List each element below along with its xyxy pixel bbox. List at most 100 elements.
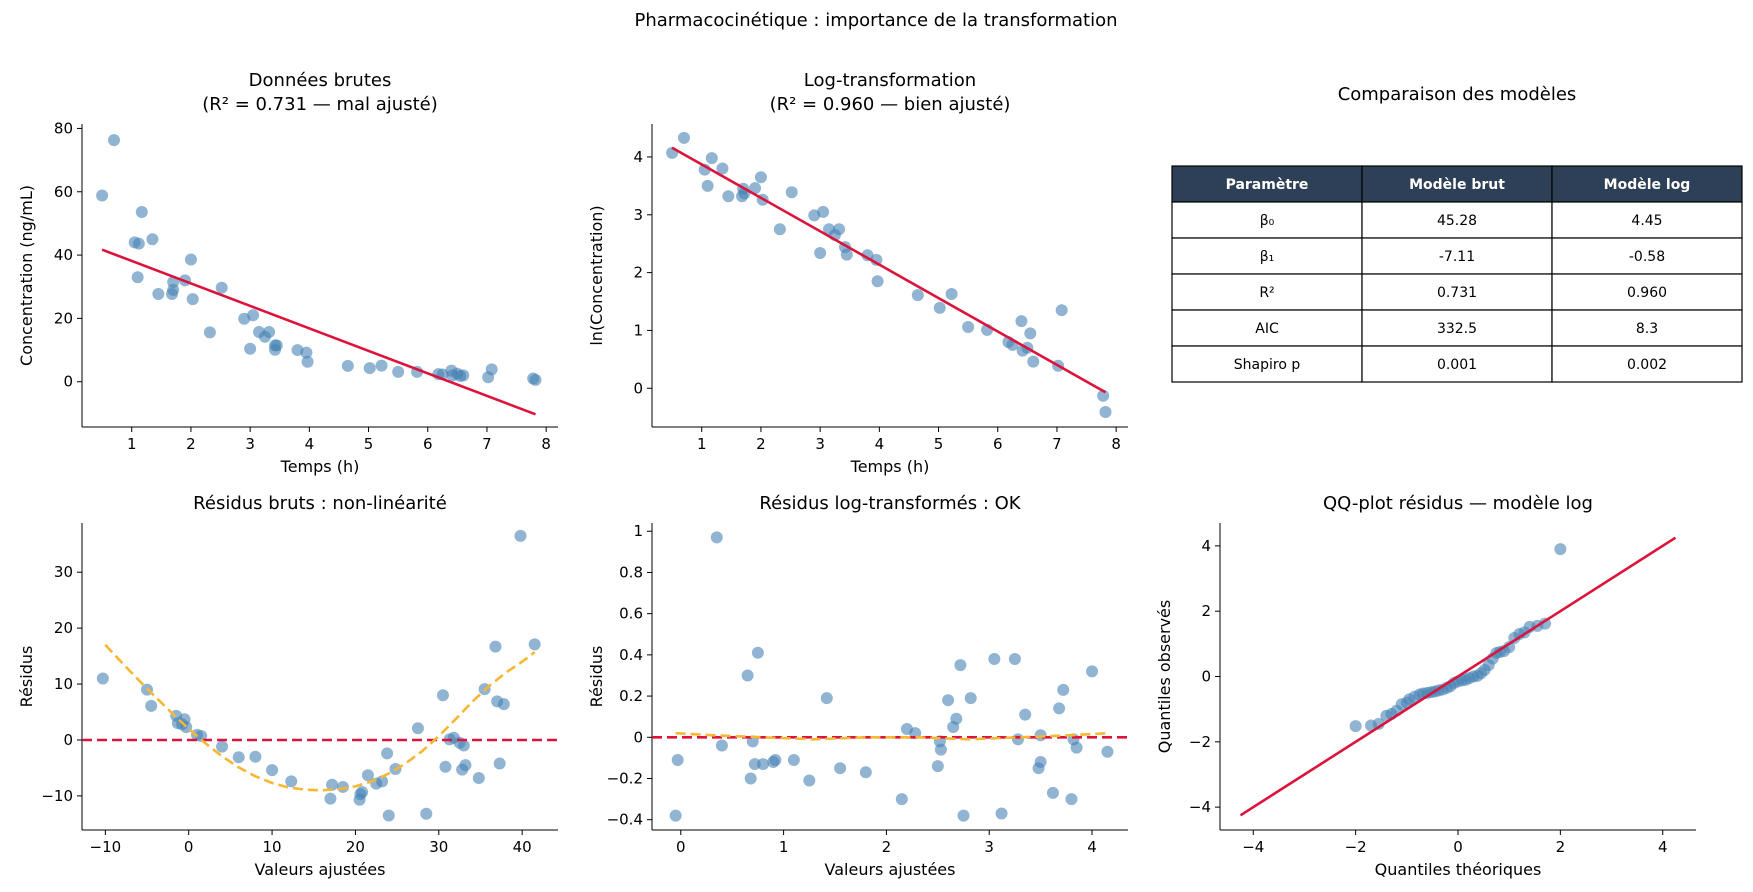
data-point-resid_log bbox=[950, 712, 963, 725]
x-tick-label-resid_raw: 20 bbox=[346, 838, 365, 856]
data-point-resid_log bbox=[1070, 741, 1083, 754]
data-point-resid_log bbox=[1019, 708, 1032, 721]
data-point-resid_raw bbox=[232, 751, 245, 764]
data-point-qq bbox=[1349, 720, 1362, 733]
x-tick-label-raw: 8 bbox=[541, 435, 551, 453]
x-tick-label-resid_log: 3 bbox=[984, 838, 994, 856]
x-tick-label-raw: 7 bbox=[482, 435, 492, 453]
data-point-resid_log bbox=[1086, 665, 1099, 678]
x-tick-label-log: 7 bbox=[1052, 435, 1062, 453]
data-point-raw bbox=[203, 326, 216, 339]
x-tick-label-log: 1 bbox=[697, 435, 707, 453]
x-tick-label-raw: 1 bbox=[127, 435, 137, 453]
data-point-log bbox=[716, 162, 729, 175]
table-cell-text: 45.28 bbox=[1437, 213, 1477, 229]
data-point-resid_log bbox=[803, 774, 816, 787]
data-point-resid_log bbox=[1034, 756, 1047, 769]
fit-line-qq-0 bbox=[1239, 536, 1677, 817]
data-point-raw bbox=[263, 326, 276, 339]
table-cell bbox=[1551, 237, 1743, 275]
y-tick-label-resid_log: 1 bbox=[633, 522, 643, 540]
x-tick-label-log: 8 bbox=[1111, 435, 1121, 453]
x-tick-label-resid_log: 4 bbox=[1087, 838, 1097, 856]
y-axis-label-log: ln(Concentration) bbox=[587, 205, 606, 345]
data-point-log bbox=[1024, 327, 1037, 340]
data-point-resid_log bbox=[787, 753, 800, 766]
x-tick-label-resid_raw: 40 bbox=[513, 838, 532, 856]
data-point-resid_raw bbox=[493, 757, 506, 770]
data-point-resid_log bbox=[669, 809, 682, 822]
chart-raw: Données brutes (R² = 0.731 — mal ajusté) 1… bbox=[17, 70, 558, 476]
charts-layer: Données brutes (R² = 0.731 — mal ajusté) 1… bbox=[17, 70, 1696, 879]
data-point-resid_raw bbox=[356, 785, 369, 798]
data-point-log bbox=[1097, 389, 1110, 402]
data-point-resid_raw bbox=[489, 640, 502, 653]
y-tick-label-resid_log: 0.2 bbox=[619, 687, 643, 705]
data-point-resid_log bbox=[957, 809, 970, 822]
data-point-resid_log bbox=[741, 669, 754, 682]
data-point-log bbox=[817, 205, 830, 218]
y-tick-label-log: 1 bbox=[633, 321, 643, 339]
data-point-resid_log bbox=[748, 758, 761, 771]
chart-resid_raw: Résidus bruts : non-linéarité −10 0 10 20 30 4… bbox=[17, 493, 558, 879]
y-tick-label-raw: 20 bbox=[54, 309, 73, 327]
x-tick-label-resid_log: 2 bbox=[882, 838, 892, 856]
y-tick-label-resid_log: −0.4 bbox=[607, 811, 643, 829]
data-point-log bbox=[705, 152, 718, 165]
data-point-log bbox=[911, 289, 924, 302]
y-tick-label-resid_log: −0.2 bbox=[607, 769, 643, 787]
y-tick-label-qq: −2 bbox=[1189, 733, 1211, 751]
chart-title-resid_raw-0: Résidus bruts : non-linéarité bbox=[193, 493, 447, 514]
y-tick-label-qq: 2 bbox=[1201, 602, 1211, 620]
data-point-raw bbox=[135, 206, 148, 219]
data-point-resid_log bbox=[954, 659, 967, 672]
table-cell-text: 4.45 bbox=[1631, 213, 1662, 229]
table-cell bbox=[1361, 237, 1553, 275]
table-cell bbox=[1551, 201, 1743, 239]
data-point-resid_raw bbox=[361, 769, 374, 782]
x-tick-label-raw: 2 bbox=[186, 435, 196, 453]
data-point-raw bbox=[375, 359, 388, 372]
data-point-resid_raw bbox=[249, 750, 262, 763]
data-point-resid_raw bbox=[459, 759, 472, 772]
table-cell bbox=[1361, 273, 1553, 311]
y-tick-label-raw: 0 bbox=[63, 373, 73, 391]
x-tick-label-qq: −2 bbox=[1345, 838, 1367, 856]
x-axis-label-qq: Quantiles théoriques bbox=[1375, 860, 1542, 879]
data-point-resid_raw bbox=[326, 778, 339, 791]
y-axis-label-raw: Concentration (ng/mL) bbox=[17, 185, 36, 366]
data-point-resid_log bbox=[859, 766, 872, 779]
x-tick-label-resid_raw: 10 bbox=[263, 838, 282, 856]
chart-title-log-1: (R² = 0.960 — bien ajusté) bbox=[770, 94, 1011, 115]
data-point-raw bbox=[363, 362, 376, 375]
data-point-log bbox=[833, 223, 846, 236]
data-point-raw bbox=[152, 288, 165, 301]
data-point-resid_log bbox=[1053, 702, 1066, 715]
y-tick-label-resid_raw: 10 bbox=[54, 675, 73, 693]
table-cell-text: -0.58 bbox=[1629, 249, 1665, 265]
data-point-raw bbox=[167, 283, 180, 296]
data-point-resid_raw bbox=[528, 638, 541, 651]
data-point-log bbox=[933, 301, 946, 314]
data-point-raw bbox=[301, 355, 314, 368]
data-point-qq bbox=[1503, 641, 1516, 654]
data-point-raw bbox=[184, 253, 197, 266]
data-point-raw bbox=[270, 339, 283, 352]
data-point-resid_log bbox=[1101, 745, 1114, 758]
data-point-resid_log bbox=[964, 692, 977, 705]
y-axis-label-resid_log: Résidus bbox=[587, 646, 606, 708]
data-point-resid_raw bbox=[381, 747, 394, 760]
x-tick-label-qq: 4 bbox=[1658, 838, 1668, 856]
data-point-resid_log bbox=[895, 793, 908, 806]
table-cell bbox=[1361, 201, 1553, 239]
x-tick-label-log: 6 bbox=[993, 435, 1003, 453]
x-axis-label-raw: Temps (h) bbox=[280, 457, 360, 476]
x-tick-label-raw: 6 bbox=[423, 435, 433, 453]
table-title: Comparaison des modèles bbox=[1338, 84, 1577, 105]
data-point-log bbox=[962, 320, 975, 333]
data-point-resid_log bbox=[710, 531, 723, 544]
x-tick-label-resid_log: 0 bbox=[676, 838, 686, 856]
x-tick-label-raw: 5 bbox=[364, 435, 374, 453]
data-point-qq bbox=[1372, 717, 1385, 730]
table-cell-text: 332.5 bbox=[1437, 321, 1477, 337]
